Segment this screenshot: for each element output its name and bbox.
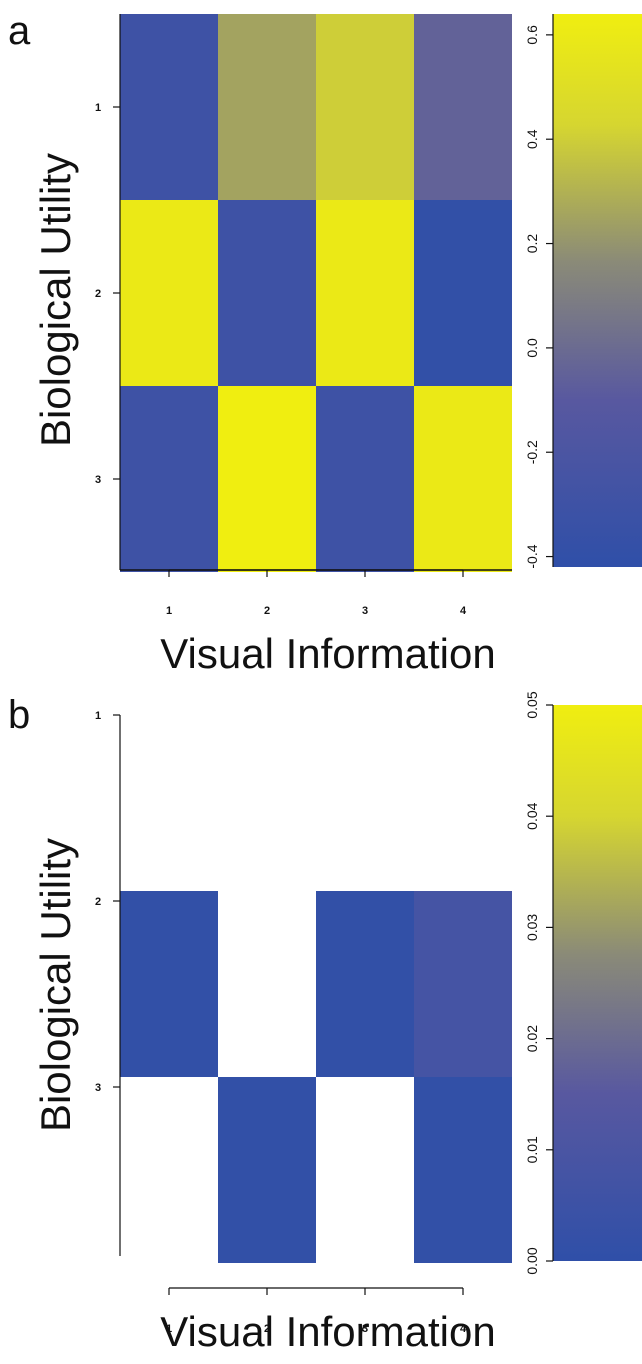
panel-a-cell-r2-c4	[414, 200, 512, 386]
panel-b-axes: 1 2 3 1 2 3 4	[95, 710, 467, 1335]
panel-b-y-tick-label-3: 3	[95, 1082, 101, 1094]
panel-b-colorbar-label-5: 0.00	[524, 1247, 540, 1274]
panel-b-colorbar-label-0: 0.05	[524, 691, 540, 718]
panel-b-y-tick-label-2: 2	[95, 896, 101, 908]
panel-a-axes: 1 2 3 1 2 3 4	[95, 14, 512, 617]
panel-a-x-axis-title: Visual Information	[160, 630, 495, 677]
panel-a-cell-r2-c1	[120, 200, 218, 386]
panel-b-colorbar-label-1: 0.04	[524, 802, 540, 829]
panel-a-cell-r3-c4	[414, 386, 512, 572]
panel-a-cell-r2-c2	[218, 200, 316, 386]
panel-b-colorbar-label-4: 0.01	[524, 1136, 540, 1163]
panel-a-x-tick-label-4: 4	[460, 605, 467, 617]
panel-a-cell-r3-c3	[316, 386, 414, 572]
panel-b-cell-r3-c2	[218, 1077, 316, 1263]
panel-a-y-tick-label-2: 2	[95, 288, 101, 300]
panel-b: b Biological Utility Visual Information …	[8, 691, 642, 1355]
panel-a-heatmap-cells	[120, 14, 512, 572]
panel-b-letter: b	[8, 693, 30, 737]
panel-b-cell-r2-c3	[316, 891, 414, 1077]
panel-b-x-axis-title: Visual Information	[160, 1308, 495, 1355]
panel-b-colorbar-label-3: 0.02	[524, 1025, 540, 1052]
panel-b-x-tick-label-4: 4	[460, 1323, 467, 1335]
panel-a-colorbar-label-4: -0.2	[524, 440, 540, 464]
panel-b-heatmap-cells	[120, 891, 512, 1263]
panel-b-cell-r2-c1	[120, 891, 218, 1077]
panel-b-cell-r3-c4	[414, 1077, 512, 1263]
panel-b-x-tick-label-2: 2	[264, 1323, 270, 1335]
panel-a-cell-r1-c3	[316, 14, 414, 200]
panel-a-x-tick-label-2: 2	[264, 605, 270, 617]
panel-b-x-tick-label-1: 1	[166, 1323, 172, 1335]
panel-a-cell-r1-c4	[414, 14, 512, 200]
panel-a-y-tick-label-1: 1	[95, 102, 101, 114]
panel-a-colorbar-label-0: 0.6	[524, 25, 540, 45]
panel-a-y-axis-title: Biological Utility	[32, 153, 79, 447]
panel-a-colorbar-label-2: 0.2	[524, 234, 540, 254]
panel-a-colorbar-label-3: 0.0	[524, 338, 540, 358]
panel-a-cell-r1-c1	[120, 14, 218, 200]
panel-a-cell-r1-c2	[218, 14, 316, 200]
panel-a-colorbar: 0.6 0.4 0.2 0.0 -0.2 -0.4	[524, 14, 642, 569]
panel-a-colorbar-label-5: -0.4	[524, 544, 540, 568]
panel-a-y-tick-label-3: 3	[95, 474, 101, 486]
panel-a: a Biological Utility Visual Information …	[8, 9, 642, 677]
panel-a-cell-r2-c3	[316, 200, 414, 386]
panel-b-y-tick-label-1: 1	[95, 710, 101, 722]
panel-b-colorbar-label-2: 0.03	[524, 914, 540, 941]
panel-b-colorbar-gradient	[553, 705, 642, 1261]
panel-a-colorbar-gradient	[553, 14, 642, 567]
panel-a-x-tick-label-3: 3	[362, 605, 368, 617]
panel-a-cell-r3-c2	[218, 386, 316, 572]
panel-b-y-axis-title: Biological Utility	[32, 838, 79, 1132]
panel-a-letter: a	[8, 9, 31, 53]
panel-b-colorbar: 0.05 0.04 0.03 0.02 0.01 0.00	[524, 691, 642, 1275]
panel-a-cell-r3-c1	[120, 386, 218, 572]
panel-a-colorbar-label-1: 0.4	[524, 129, 540, 149]
panel-a-x-tick-label-1: 1	[166, 605, 172, 617]
panel-b-cell-r2-c4	[414, 891, 512, 1077]
panel-b-x-tick-label-3: 3	[362, 1323, 368, 1335]
